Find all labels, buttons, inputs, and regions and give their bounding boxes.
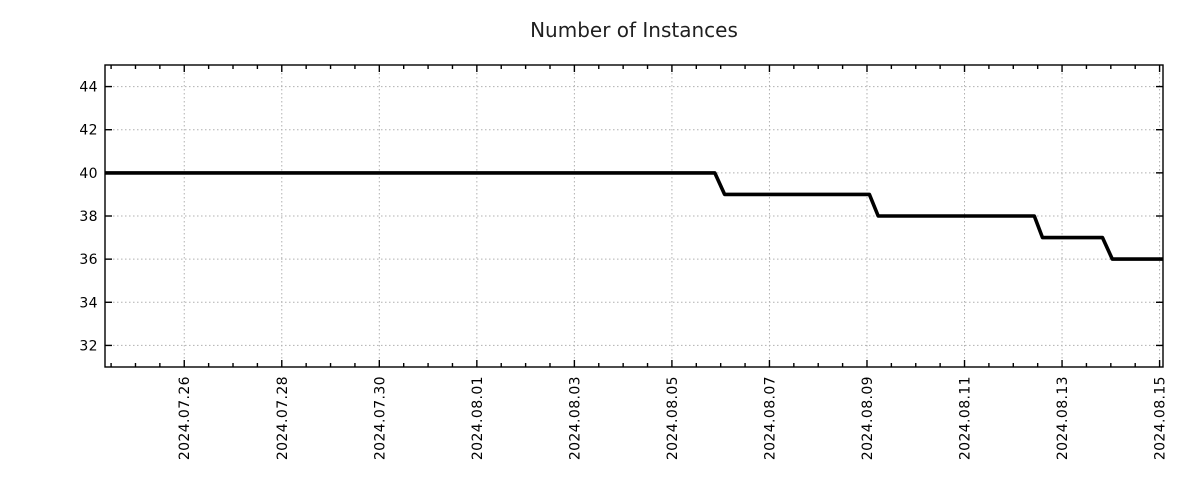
x-tick-labels: 2024.07.26 2024.07.28 2024.07.30 2024.08.01… — [177, 376, 1168, 460]
x-tick-label: 2024.08.15 — [1153, 376, 1169, 460]
axis-ticks — [105, 65, 1163, 367]
x-tick-label: 2024.07.30 — [372, 376, 388, 460]
x-tick-label: 2024.07.28 — [275, 376, 291, 460]
x-tick-label: 2024.07.26 — [177, 376, 193, 460]
chart-title: Number of Instances — [530, 18, 738, 42]
y-tick-label: 44 — [79, 80, 98, 96]
x-tick-label: 2024.08.07 — [762, 376, 778, 460]
y-tick-label: 42 — [79, 123, 98, 139]
y-tick-label: 38 — [79, 209, 98, 225]
x-tick-label: 2024.08.01 — [470, 376, 486, 460]
x-tick-label: 2024.08.11 — [958, 376, 974, 460]
x-tick-label: 2024.08.09 — [860, 376, 876, 460]
y-tick-label: 34 — [79, 295, 98, 311]
y-tick-label: 32 — [79, 338, 98, 354]
x-tick-label: 2024.08.03 — [567, 376, 583, 460]
y-tick-labels: 32 34 36 38 40 42 44 — [79, 80, 98, 355]
y-tick-label: 40 — [79, 166, 98, 182]
y-tick-label: 36 — [79, 252, 98, 268]
plot-border — [104, 64, 1164, 368]
series-line — [105, 171, 1163, 261]
x-tick-label: 2024.08.13 — [1055, 376, 1071, 460]
x-tick-label: 2024.08.05 — [665, 376, 681, 460]
